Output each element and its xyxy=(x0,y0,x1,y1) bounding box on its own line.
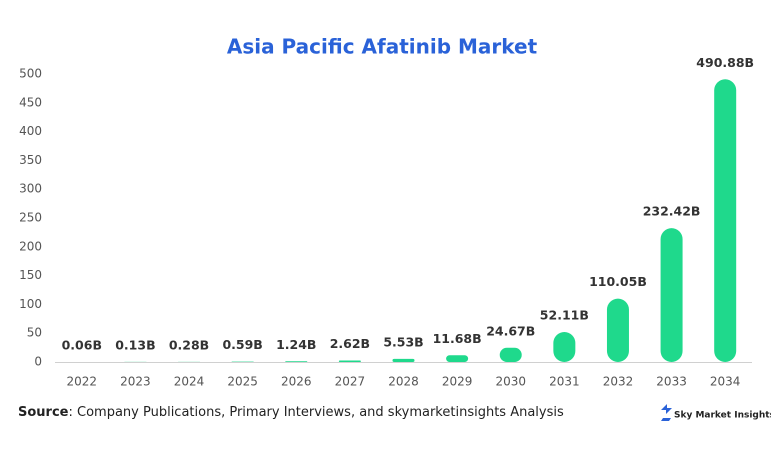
y-tick-label: 150 xyxy=(19,268,42,282)
x-tick-label: 2033 xyxy=(656,375,687,389)
x-tick-label: 2025 xyxy=(227,375,258,389)
logo-icon xyxy=(661,404,672,421)
y-tick-label: 100 xyxy=(19,297,42,311)
bar xyxy=(285,361,308,362)
value-label: 0.59B xyxy=(222,337,262,352)
source-label: Source xyxy=(18,405,69,420)
bar xyxy=(392,358,415,362)
value-label: 0.28B xyxy=(169,337,209,352)
value-label: 11.68B xyxy=(433,331,482,346)
x-tick-label: 2034 xyxy=(710,375,741,389)
bar xyxy=(499,347,522,362)
bar xyxy=(553,331,576,362)
x-tick-label: 2027 xyxy=(335,375,366,389)
bar xyxy=(660,228,683,362)
source: Source: Company Publications, Primary In… xyxy=(18,405,564,420)
bar xyxy=(606,298,629,362)
bar xyxy=(446,355,469,362)
y-tick-label: 250 xyxy=(19,211,42,225)
value-label: 490.88B xyxy=(696,55,754,70)
x-tick-label: 2028 xyxy=(388,375,419,389)
logo: Sky Market Insights xyxy=(661,404,771,421)
x-tick-label: 2022 xyxy=(67,375,98,389)
value-label: 5.53B xyxy=(383,334,423,349)
chart-title: Asia Pacific Afatinib Market xyxy=(227,35,538,59)
y-tick-label: 350 xyxy=(19,153,42,167)
value-label: 1.24B xyxy=(276,337,316,352)
bar xyxy=(338,360,361,362)
source-text: : Company Publications, Primary Intervie… xyxy=(68,405,563,420)
value-label: 110.05B xyxy=(589,274,647,289)
x-tick-label: 2026 xyxy=(281,375,312,389)
y-tick-label: 300 xyxy=(19,182,42,196)
y-tick-label: 400 xyxy=(19,124,42,138)
value-label: 24.67B xyxy=(486,323,535,338)
x-tick-label: 2024 xyxy=(174,375,205,389)
y-tick-label: 50 xyxy=(27,326,42,340)
value-label: 232.42B xyxy=(643,204,701,219)
value-label: 2.62B xyxy=(330,336,370,351)
bar xyxy=(714,79,737,363)
x-tick-label: 2030 xyxy=(495,375,526,389)
value-label: 52.11B xyxy=(540,307,589,322)
y-tick-label: 200 xyxy=(19,239,42,253)
x-tick-label: 2023 xyxy=(120,375,151,389)
y-tick-label: 0 xyxy=(34,355,42,369)
y-tick-label: 450 xyxy=(19,95,42,109)
x-tick-label: 2032 xyxy=(603,375,634,389)
y-tick-label: 500 xyxy=(19,67,42,81)
logo-text: Sky Market Insights xyxy=(674,411,771,421)
x-tick-label: 2031 xyxy=(549,375,580,389)
value-label: 0.06B xyxy=(62,337,102,352)
value-label: 0.13B xyxy=(115,337,155,352)
x-tick-label: 2029 xyxy=(442,375,473,389)
